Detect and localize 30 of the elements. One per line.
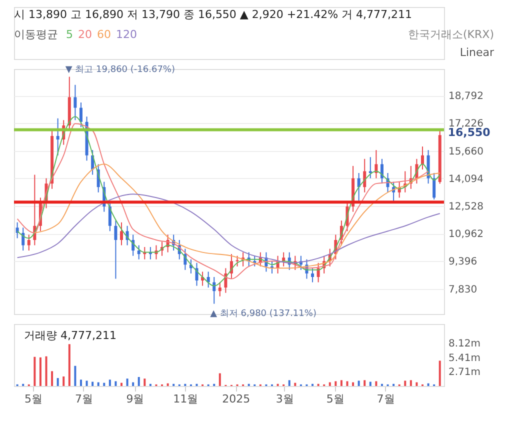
x-tick-label: 5월 <box>24 392 43 406</box>
text: 5 <box>66 28 73 41</box>
y-tick-label: 10,962 <box>448 229 484 240</box>
text: 60 <box>97 28 111 41</box>
annotation: ▼ 최고 19,860 (-16.67%) <box>65 64 175 75</box>
annotation: 16,550 <box>448 126 491 140</box>
y-tick-label: 14,094 <box>448 174 484 185</box>
y-tick-label: 9,396 <box>448 256 478 268</box>
x-tick-label: 9월 <box>126 392 144 406</box>
y-tick-label: 18,792 <box>448 91 484 102</box>
y-tick-label: 5.41m <box>448 352 481 364</box>
text: 한국거래소(KRX) <box>408 28 494 41</box>
text: 시 13,890 고 16,890 저 13,790 종 16,550 ▲ 2,920 +21.42% 거 4,777,211 <box>14 8 412 21</box>
x-tick-label: 2025 <box>222 392 250 406</box>
x-tick-label: 7월 <box>376 392 395 406</box>
text: 20 <box>78 28 92 41</box>
x-tick-label: 11월 <box>173 392 198 406</box>
text: Linear <box>460 46 494 59</box>
x-tick-label: 7월 <box>74 392 93 406</box>
y-tick-label: 2.71m <box>448 367 481 378</box>
annotation: ▲ 최저 6,980 (137.11%) <box>210 308 316 319</box>
x-tick-label: 3월 <box>276 392 294 406</box>
chart-title: 거래량 4,777,211 <box>24 329 116 342</box>
x-tick-label: 5월 <box>326 392 344 406</box>
y-tick-label: 7,830 <box>448 284 478 296</box>
y-tick-label: 12,528 <box>448 201 484 212</box>
y-tick-label: 15,660 <box>448 146 484 158</box>
y-tick-label: 8.12m <box>448 338 481 350</box>
text: 120 <box>116 28 137 41</box>
legend-title: 이동평균 <box>14 28 58 41</box>
